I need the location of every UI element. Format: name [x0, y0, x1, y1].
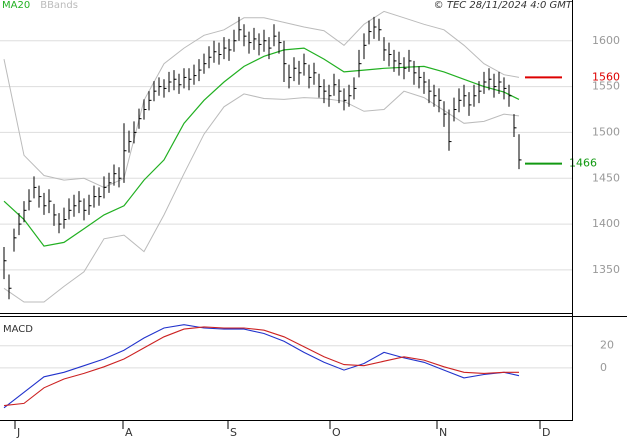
level-label: 1466 [569, 157, 597, 170]
y-tick-label: 1350 [592, 263, 620, 276]
y-tick-label: 1600 [592, 34, 620, 47]
y-tick-label: 20 [600, 339, 614, 352]
x-tick-label: J [16, 426, 20, 439]
y-tick-label: 1400 [592, 217, 620, 230]
y-tick-label: 1500 [592, 125, 620, 138]
y-tick-label: 0 [600, 361, 607, 374]
legend-label: MA20 [2, 0, 30, 11]
indicator-line [3, 90, 520, 303]
indicator-line [3, 10, 520, 188]
y-tick-label: 1550 [592, 80, 620, 93]
x-tick-label: N [439, 426, 447, 439]
panel-title: MACD [3, 324, 33, 335]
macd-line [3, 326, 519, 407]
credit: © TEC 28/11/2024 4:0 GMT [434, 0, 573, 11]
x-tick-label: O [332, 426, 341, 439]
y-tick-label: 1450 [592, 171, 620, 184]
x-tick-label: D [542, 426, 550, 439]
x-tick-label: S [230, 426, 237, 439]
level-label: 1560 [592, 70, 620, 83]
indicator-line [3, 47, 520, 247]
x-tick-label: A [125, 426, 133, 439]
macd-line [3, 324, 520, 409]
legend-label: BBands [40, 0, 78, 11]
